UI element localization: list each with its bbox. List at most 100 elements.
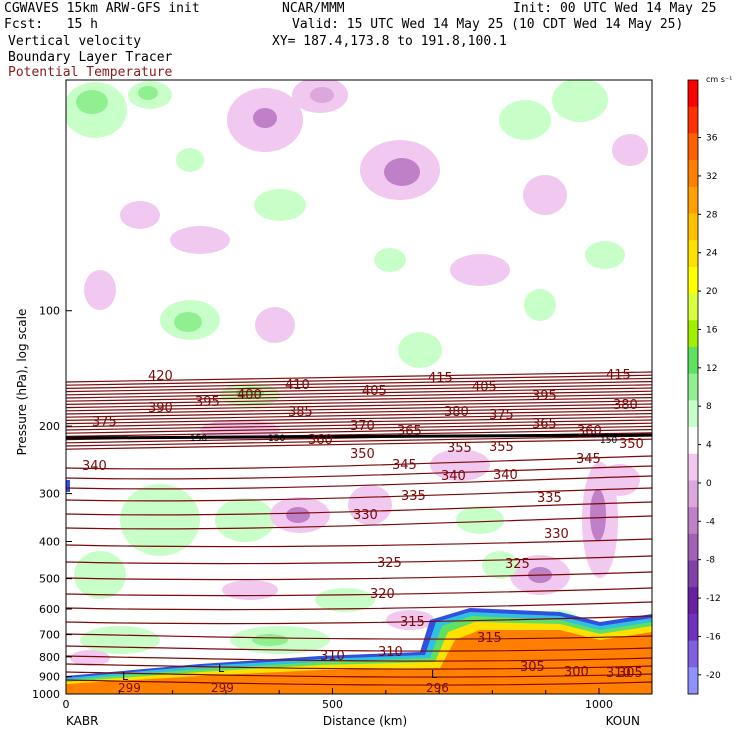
isentrope-label: 340 (441, 469, 466, 484)
isentrope-line (66, 409, 652, 421)
isentrope-line (66, 615, 652, 625)
colorbar-swatch (688, 613, 698, 642)
isentrope-line (66, 371, 652, 383)
velocity-contour (398, 332, 442, 368)
x-tick-label: 500 (322, 698, 343, 711)
y-tick-label: 800 (39, 651, 60, 664)
colorbar-swatch (688, 560, 698, 588)
y-tick-label: 1000 (32, 688, 60, 701)
isentrope-label: 360 (308, 433, 333, 448)
isentrope-line (66, 601, 652, 611)
surface-theta-label: 296 (426, 681, 449, 695)
velocity-contour (222, 580, 278, 600)
isentrope-label: 420 (148, 369, 173, 384)
velocity-contour (252, 634, 288, 646)
isentrope-line (66, 419, 652, 431)
low-marker: L (218, 662, 225, 675)
isentrope-label: 325 (505, 557, 530, 572)
isentrope-label: 315 (477, 631, 502, 646)
isentrope-label: 380 (613, 398, 638, 413)
x-tick-label: 0 (63, 698, 70, 711)
isentrope-label: 310 (378, 645, 403, 660)
colorbar-tick-label: 8 (706, 402, 712, 412)
colorbar-tick-label: 32 (706, 172, 717, 182)
isentrope-line (66, 406, 652, 418)
fcst-value: 15 h (66, 17, 98, 32)
isentrope-label: 375 (92, 415, 117, 430)
x-start-station: KABR (66, 714, 98, 728)
surface-theta-label: 299 (118, 681, 141, 695)
velocity-contour (612, 134, 648, 166)
boundary-layer-tracer (66, 480, 70, 492)
isentrope-line (66, 465, 652, 480)
isentrope-label: 385 (288, 405, 313, 420)
forecast-label: Fcst: 15 h (4, 17, 98, 32)
isentrope-line (66, 663, 652, 670)
colorbar-swatch (688, 80, 698, 108)
colorbar-tick-label: 4 (706, 441, 712, 451)
velocity-contour (523, 175, 567, 215)
velocity-contour (456, 506, 504, 534)
tropopause-label: 150 (600, 436, 617, 446)
colorbar-tick-label: -12 (706, 594, 721, 604)
isentrope-line (66, 400, 652, 412)
isentrope-label: 300 (564, 665, 589, 680)
isentrope-label: 365 (532, 417, 557, 432)
colorbar-swatch (688, 186, 698, 214)
valid-time: Valid: 15 UTC Wed 14 May 25 (10 CDT Wed … (292, 17, 684, 32)
isentrope-label: 355 (489, 440, 514, 455)
x-end-station: KOUN (606, 714, 640, 728)
isentrope-line (66, 438, 652, 450)
colorbar-tick-label: -8 (706, 556, 715, 566)
velocity-contour (348, 485, 392, 525)
velocity-contour (374, 248, 406, 272)
velocity-contour (80, 626, 160, 654)
colorbar-tick-label: 28 (706, 210, 718, 220)
isentrope-line (66, 384, 652, 396)
isentrope-line (66, 397, 652, 409)
isentrope-label: 375 (489, 408, 514, 423)
isentrope-label: 310 (320, 649, 345, 664)
y-tick-label: 100 (39, 305, 60, 318)
isentrope-line (66, 393, 652, 405)
velocity-contour (482, 551, 518, 579)
isentrope-label: 370 (350, 419, 375, 434)
velocity-contour (76, 90, 108, 114)
isentrope-line (66, 487, 652, 502)
tropopause-line (66, 433, 652, 440)
isentrope-line (66, 555, 652, 565)
isentrope-label: 365 (397, 424, 422, 439)
init-time: Init: 00 UTC Wed 14 May 25 (513, 1, 717, 16)
tropopause-label: 150 (190, 434, 207, 444)
colorbar-swatch (688, 667, 698, 695)
velocity-contour (120, 201, 160, 229)
colorbar-tick-label: 24 (706, 249, 718, 259)
isentrope-line (66, 455, 652, 470)
isentrope-label: 355 (447, 441, 472, 456)
isentrope-label: 305 (520, 660, 545, 675)
isentrope-label: 395 (532, 389, 557, 404)
velocity-contour (138, 86, 158, 100)
colorbar-swatch (688, 106, 698, 134)
isentrope-line (66, 435, 652, 447)
colorbar-swatch (688, 373, 698, 401)
velocity-contour (386, 610, 434, 630)
colorbar-swatch (688, 346, 698, 375)
isentrope-line (66, 381, 652, 393)
colorbar-swatch (688, 533, 698, 562)
isentrope-label: 350 (619, 437, 644, 452)
x-axis-label: Distance (km) (323, 714, 407, 728)
velocity-contour (174, 312, 202, 332)
isentrope-label: 325 (377, 556, 402, 571)
isentrope-label: 335 (537, 491, 562, 506)
isentrope-line (66, 390, 652, 402)
isentrope-line (66, 587, 652, 597)
velocity-contour (384, 158, 420, 186)
colorbar-swatch (688, 507, 698, 535)
colorbar-tick-label: 12 (706, 364, 717, 374)
model-title: CGWAVES 15km ARW-GFS init (4, 1, 200, 16)
colorbar-swatch (688, 293, 698, 321)
low-marker: L (431, 668, 438, 681)
isentrope-line (66, 416, 652, 428)
